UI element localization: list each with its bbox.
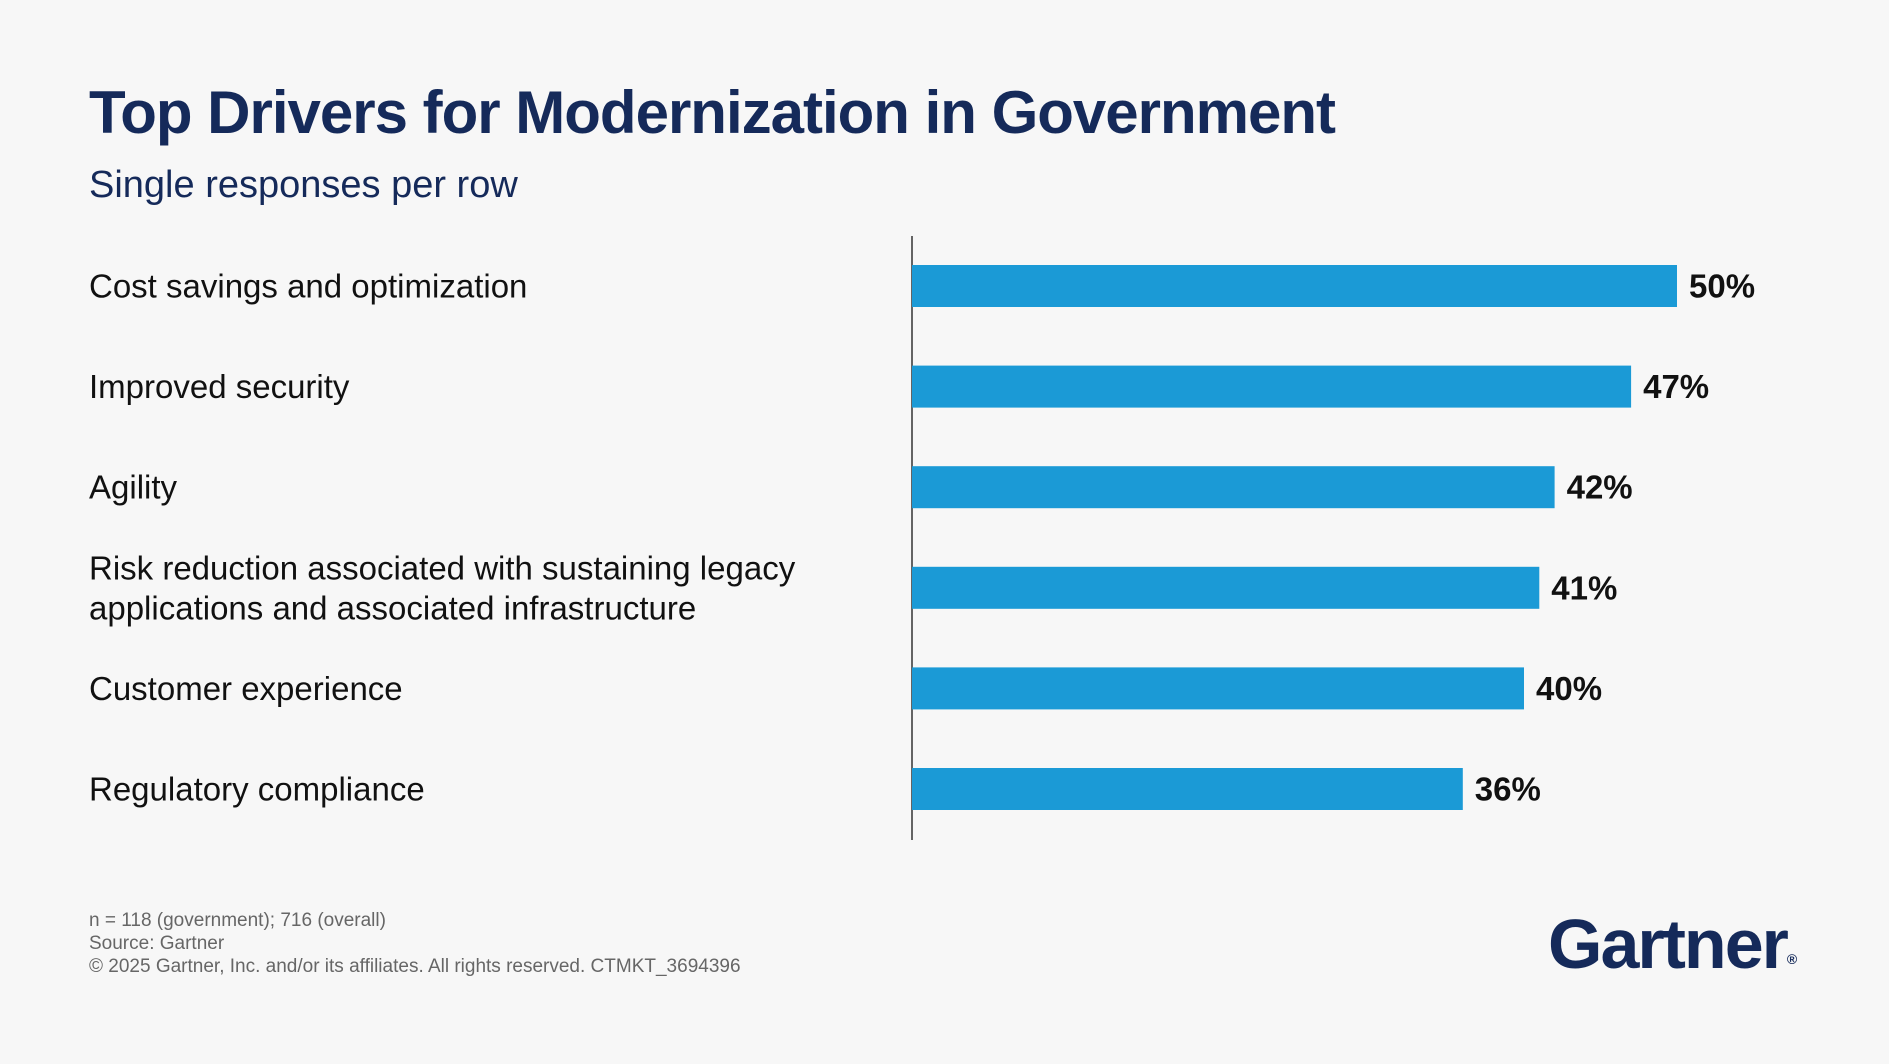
- bar-value-label: 47%: [1643, 368, 1709, 405]
- bar-value-label: 41%: [1551, 569, 1617, 606]
- category-label: Agility: [89, 469, 178, 506]
- logo-text: Gartner: [1548, 905, 1789, 983]
- sample-size-note: n = 118 (government); 716 (overall): [89, 910, 386, 931]
- category-label: Improved security: [89, 368, 350, 405]
- chart-title: Top Drivers for Modernization in Governm…: [89, 79, 1336, 146]
- source-note: Source: Gartner: [89, 933, 225, 954]
- bar: [912, 265, 1677, 307]
- bar-value-label: 50%: [1689, 268, 1755, 305]
- footnotes: n = 118 (government); 716 (overall) Sour…: [89, 909, 741, 978]
- bar: [912, 466, 1555, 509]
- bar: [912, 365, 1632, 408]
- copyright-note: © 2025 Gartner, Inc. and/or its affiliat…: [89, 956, 741, 977]
- bar-value-label: 42%: [1567, 469, 1633, 506]
- gartner-logo: Gartner®: [1548, 904, 1797, 984]
- category-label: Cost savings and optimization: [89, 268, 527, 305]
- bar-value-label: 40%: [1536, 670, 1602, 707]
- registered-mark: ®: [1786, 951, 1798, 967]
- category-label: Regulatory compliance: [89, 771, 425, 808]
- category-label: Customer experience: [89, 670, 403, 707]
- bar: [912, 667, 1524, 710]
- category-label: Risk reduction associated with sustainin…: [89, 549, 796, 586]
- bar-value-label: 36%: [1475, 771, 1541, 808]
- bar: [912, 768, 1463, 810]
- chart-subtitle: Single responses per row: [89, 164, 518, 206]
- bar: [912, 566, 1540, 609]
- category-label: applications and associated infrastructu…: [89, 589, 696, 626]
- bar-chart: 50% Cost savings and optimization 47% Impro…: [89, 236, 1755, 840]
